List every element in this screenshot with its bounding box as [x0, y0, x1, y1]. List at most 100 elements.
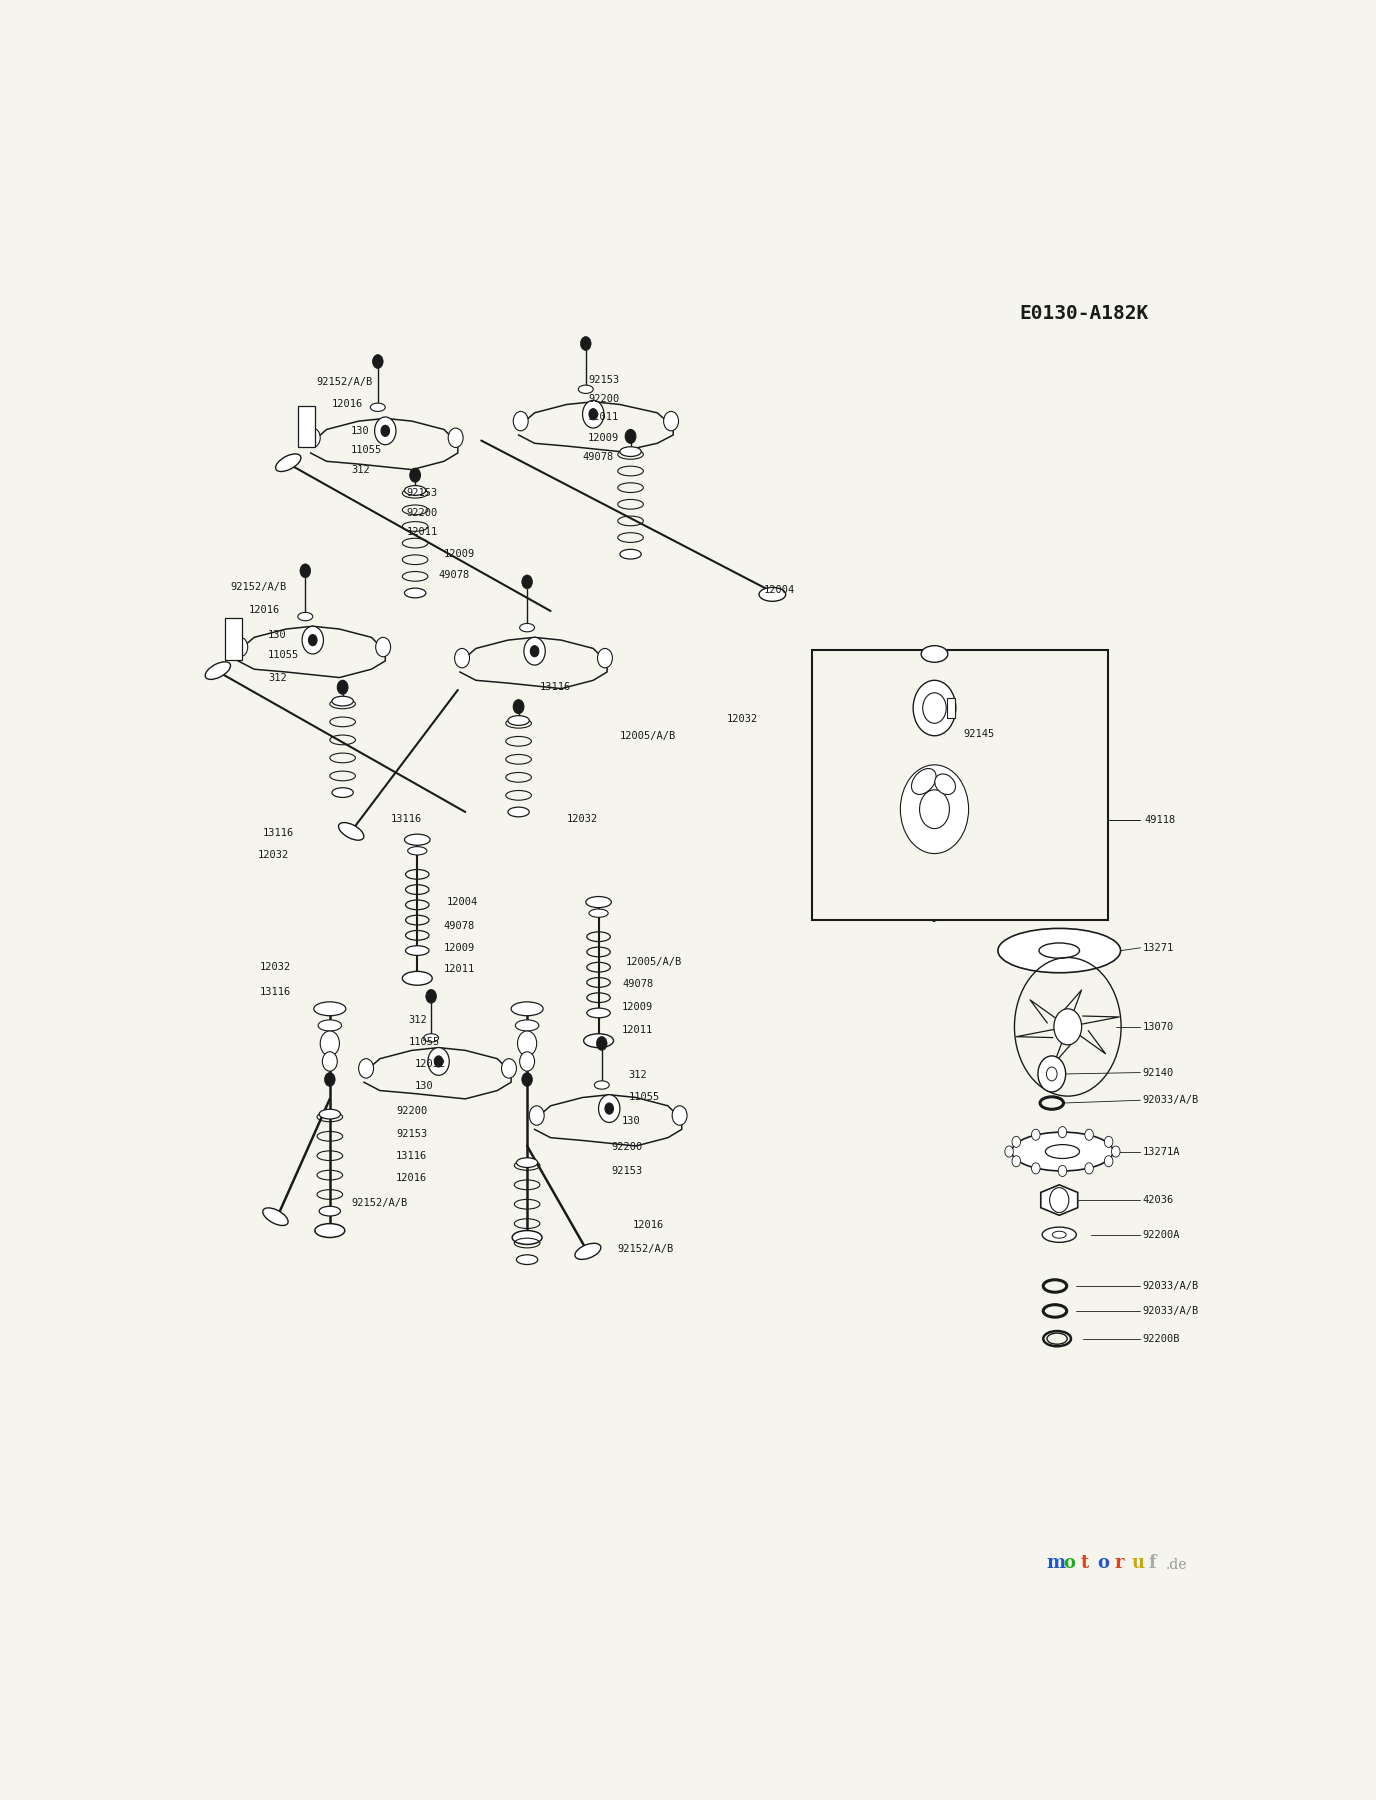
Ellipse shape: [319, 1206, 340, 1217]
Circle shape: [1046, 1067, 1057, 1080]
Circle shape: [530, 646, 539, 657]
Text: 92153: 92153: [611, 1166, 643, 1175]
Ellipse shape: [407, 846, 427, 855]
Text: 312: 312: [629, 1071, 647, 1080]
Polygon shape: [853, 839, 867, 851]
Text: 92200: 92200: [396, 1107, 427, 1116]
Circle shape: [861, 715, 1007, 904]
Text: 12016: 12016: [396, 1174, 427, 1183]
Bar: [812, 650, 1108, 920]
Ellipse shape: [1042, 1228, 1076, 1242]
Circle shape: [501, 1058, 516, 1078]
Text: 12032: 12032: [416, 1058, 446, 1069]
Text: 12011: 12011: [622, 1024, 654, 1035]
Text: 49078: 49078: [444, 920, 475, 931]
Text: 92152/A/B: 92152/A/B: [351, 1197, 407, 1208]
Ellipse shape: [315, 1224, 345, 1237]
Text: 312: 312: [351, 464, 370, 475]
Circle shape: [337, 680, 348, 695]
Ellipse shape: [520, 623, 534, 632]
Ellipse shape: [402, 972, 432, 985]
Text: 92152/A/B: 92152/A/B: [316, 378, 373, 387]
Circle shape: [524, 637, 545, 664]
Text: 92200: 92200: [588, 394, 619, 403]
Text: 92033/A/B: 92033/A/B: [1142, 1282, 1198, 1291]
Circle shape: [1112, 1147, 1120, 1157]
Ellipse shape: [516, 1021, 539, 1031]
Circle shape: [581, 337, 592, 351]
Ellipse shape: [405, 486, 425, 495]
Circle shape: [425, 990, 436, 1003]
Polygon shape: [903, 704, 912, 722]
Circle shape: [449, 428, 464, 448]
Text: 13116: 13116: [539, 682, 571, 693]
Circle shape: [589, 409, 597, 419]
Circle shape: [1032, 1163, 1040, 1174]
Text: 13070: 13070: [1142, 1022, 1174, 1031]
Circle shape: [1084, 1163, 1094, 1174]
Ellipse shape: [589, 909, 608, 918]
Polygon shape: [903, 896, 912, 914]
Polygon shape: [849, 805, 861, 814]
Polygon shape: [932, 904, 937, 920]
Text: 92145: 92145: [963, 729, 995, 740]
Ellipse shape: [319, 1109, 340, 1120]
Polygon shape: [996, 853, 1010, 868]
Polygon shape: [889, 711, 900, 729]
Polygon shape: [969, 711, 980, 729]
Polygon shape: [867, 868, 881, 884]
Text: 12032: 12032: [727, 715, 758, 724]
Text: 130: 130: [622, 1116, 641, 1127]
Text: 12005/A/B: 12005/A/B: [619, 731, 676, 742]
Ellipse shape: [1053, 1231, 1066, 1238]
Circle shape: [1058, 1165, 1066, 1177]
Text: 11055: 11055: [268, 650, 299, 661]
Ellipse shape: [275, 454, 301, 472]
Ellipse shape: [911, 769, 936, 794]
Circle shape: [300, 563, 311, 578]
Text: 12011: 12011: [588, 412, 619, 421]
Circle shape: [373, 355, 383, 369]
Circle shape: [428, 1048, 449, 1075]
Circle shape: [1054, 1008, 1082, 1044]
Text: 49078: 49078: [439, 571, 469, 580]
Text: 11055: 11055: [629, 1093, 659, 1102]
Ellipse shape: [314, 1003, 345, 1015]
Text: 130: 130: [268, 630, 286, 639]
Text: 312: 312: [409, 1015, 428, 1024]
Text: 92200B: 92200B: [1142, 1334, 1181, 1343]
Circle shape: [321, 1031, 340, 1057]
Polygon shape: [996, 751, 1010, 765]
Circle shape: [923, 693, 947, 724]
Text: 12032: 12032: [260, 963, 290, 972]
Text: 13271A: 13271A: [1142, 1147, 1181, 1157]
Circle shape: [1004, 1147, 1013, 1157]
Text: o: o: [1098, 1553, 1109, 1571]
Text: 92200: 92200: [611, 1143, 643, 1152]
Circle shape: [513, 700, 524, 713]
Circle shape: [914, 680, 956, 736]
Circle shape: [435, 1057, 443, 1067]
Text: 12009: 12009: [444, 549, 475, 560]
Text: 49118: 49118: [1145, 815, 1176, 824]
Text: u: u: [1131, 1553, 1145, 1571]
Text: o: o: [1064, 1553, 1076, 1571]
Text: 92033/A/B: 92033/A/B: [1142, 1094, 1198, 1105]
Polygon shape: [932, 698, 937, 715]
Text: 92152/A/B: 92152/A/B: [618, 1244, 674, 1253]
Polygon shape: [916, 700, 925, 716]
Circle shape: [597, 648, 612, 668]
Text: 92153: 92153: [588, 374, 619, 385]
Circle shape: [919, 790, 949, 828]
Ellipse shape: [583, 1033, 614, 1048]
Text: 12004: 12004: [764, 585, 795, 596]
Circle shape: [376, 637, 391, 657]
Polygon shape: [944, 902, 952, 920]
Polygon shape: [1040, 1184, 1077, 1215]
Circle shape: [625, 430, 636, 443]
Circle shape: [596, 1037, 607, 1051]
Ellipse shape: [578, 385, 593, 394]
Text: E0130-A182K: E0130-A182K: [1020, 304, 1149, 322]
Polygon shape: [889, 889, 900, 907]
Text: 12016: 12016: [633, 1220, 665, 1229]
